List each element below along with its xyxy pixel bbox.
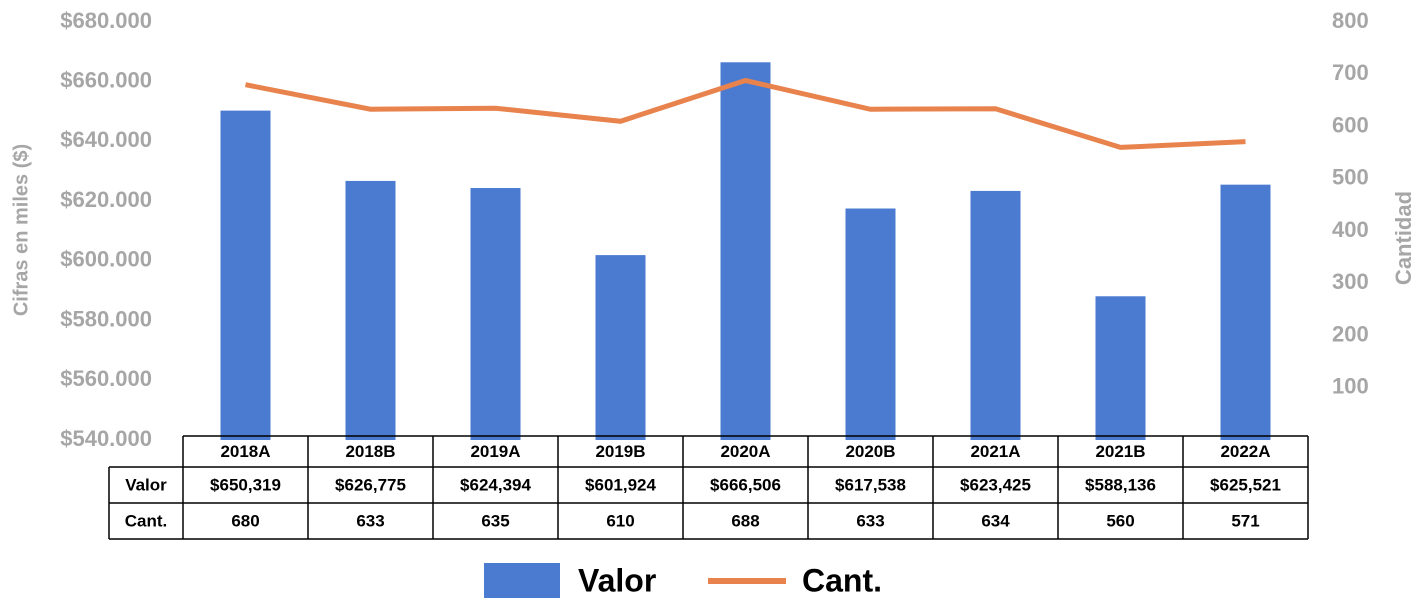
bar <box>345 180 396 440</box>
data-label: $617,538 <box>835 475 906 494</box>
y2-tick-label: 700 <box>1332 60 1369 85</box>
x-tick-label: 2018A <box>220 442 270 461</box>
data-label: 571 <box>1231 511 1259 530</box>
y2-tick-label: 500 <box>1332 165 1369 190</box>
data-label: 634 <box>981 511 1010 530</box>
y-tick-label: $640.000 <box>60 127 152 152</box>
legend-swatch <box>484 563 560 598</box>
y2-tick-label: 100 <box>1332 374 1369 399</box>
x-tick-label: 2018B <box>345 442 395 461</box>
bar <box>1095 296 1146 440</box>
y-tick-label: $600.000 <box>60 247 152 272</box>
legend-label: Valor <box>578 562 656 598</box>
y-tick-label: $680.000 <box>60 8 152 33</box>
x-tick-label: 2020A <box>720 442 770 461</box>
bar <box>720 62 771 440</box>
data-label: 635 <box>481 511 509 530</box>
x-tick-label: 2021A <box>970 442 1020 461</box>
y2-tick-label: 800 <box>1332 8 1369 33</box>
data-label: 560 <box>1106 511 1134 530</box>
data-label: 688 <box>731 511 759 530</box>
data-label: $666,506 <box>710 475 781 494</box>
data-label: $588,136 <box>1085 475 1156 494</box>
table-row-label: Valor <box>125 475 167 494</box>
y-tick-label: $560.000 <box>60 366 152 391</box>
y-axis-title: Cifras en miles ($) <box>10 144 32 316</box>
bar <box>470 188 521 440</box>
legend-label: Cant. <box>802 562 882 598</box>
data-label: 680 <box>231 511 259 530</box>
y2-tick-label: 200 <box>1332 321 1369 346</box>
y-tick-label: $540.000 <box>60 426 152 451</box>
x-tick-label: 2019A <box>470 442 520 461</box>
bar <box>595 255 646 440</box>
bar <box>1220 184 1271 440</box>
bar <box>970 190 1021 440</box>
y2-axis-title: Cantidad <box>1391 191 1416 285</box>
x-tick-label: 2019B <box>595 442 645 461</box>
x-tick-label: 2022A <box>1220 442 1270 461</box>
data-label: $650,319 <box>210 475 281 494</box>
y2-tick-label: 400 <box>1332 217 1369 242</box>
table-row-label: Cant. <box>125 511 168 530</box>
x-tick-label: 2020B <box>845 442 895 461</box>
bar <box>220 110 271 440</box>
data-label: 610 <box>606 511 634 530</box>
data-label: $624,394 <box>460 475 531 494</box>
y-tick-label: $620.000 <box>60 187 152 212</box>
y2-tick-label: 300 <box>1332 269 1369 294</box>
data-label: $625,521 <box>1210 475 1281 494</box>
data-label: 633 <box>356 511 384 530</box>
data-label: $626,775 <box>335 475 406 494</box>
data-label: $623,425 <box>960 475 1031 494</box>
line <box>245 77 1246 150</box>
y-tick-label: $580.000 <box>60 306 152 331</box>
x-tick-label: 2021B <box>1095 442 1145 461</box>
y-tick-label: $660.000 <box>60 68 152 93</box>
bar <box>845 208 896 440</box>
data-label: 633 <box>856 511 884 530</box>
y2-tick-label: 600 <box>1332 112 1369 137</box>
data-label: $601,924 <box>585 475 656 494</box>
